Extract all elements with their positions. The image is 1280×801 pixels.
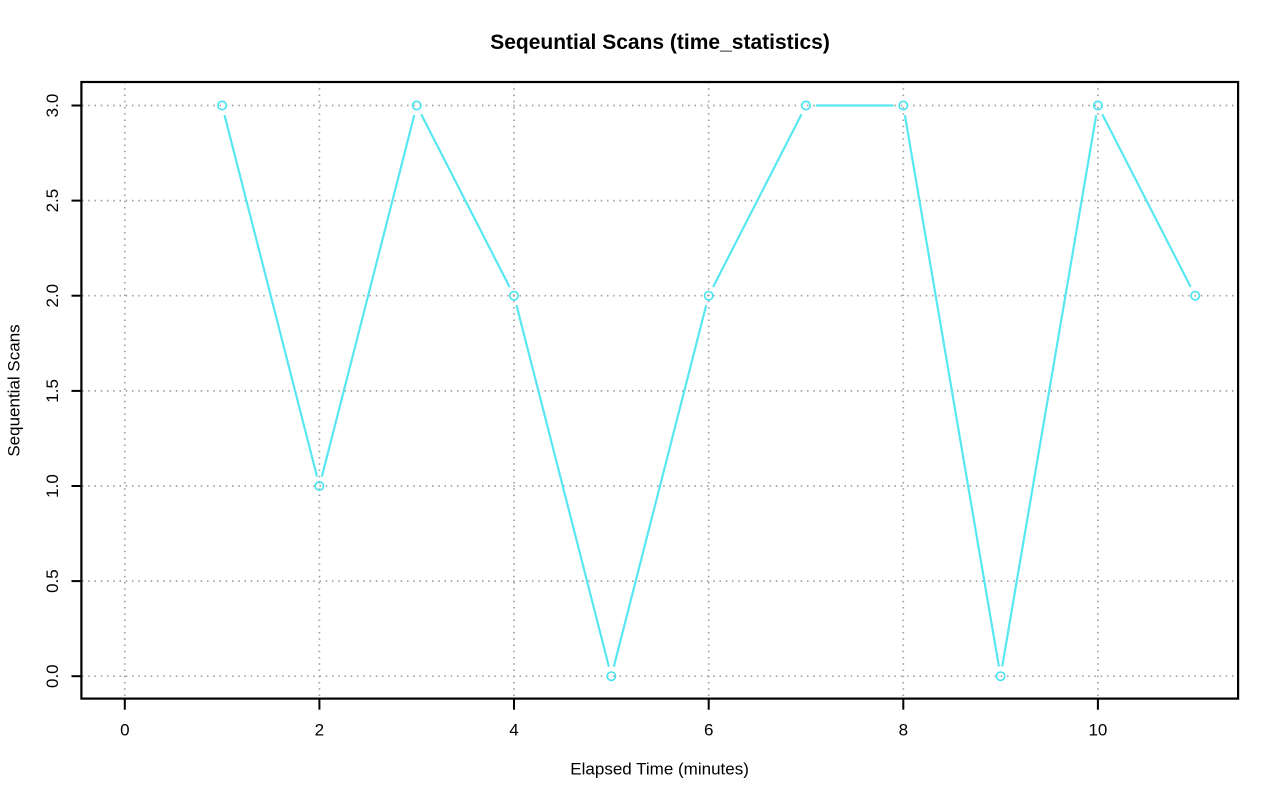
svg-text:2.5: 2.5	[43, 189, 62, 213]
svg-text:0.0: 0.0	[43, 664, 62, 688]
svg-text:2.0: 2.0	[43, 284, 62, 308]
svg-text:0.5: 0.5	[43, 569, 62, 593]
svg-text:1.0: 1.0	[43, 474, 62, 498]
svg-text:10: 10	[1088, 721, 1107, 740]
svg-text:2: 2	[315, 721, 324, 740]
svg-text:4: 4	[509, 721, 518, 740]
svg-text:8: 8	[899, 721, 908, 740]
svg-text:Elapsed Time (minutes): Elapsed Time (minutes)	[570, 760, 749, 779]
svg-text:0: 0	[120, 721, 129, 740]
svg-text:3.0: 3.0	[43, 94, 62, 118]
svg-text:Seqeuntial Scans (time_statist: Seqeuntial Scans (time_statistics)	[490, 31, 830, 54]
svg-text:1.5: 1.5	[43, 379, 62, 403]
svg-text:6: 6	[704, 721, 713, 740]
svg-text:Sequential Scans: Sequential Scans	[5, 324, 24, 456]
